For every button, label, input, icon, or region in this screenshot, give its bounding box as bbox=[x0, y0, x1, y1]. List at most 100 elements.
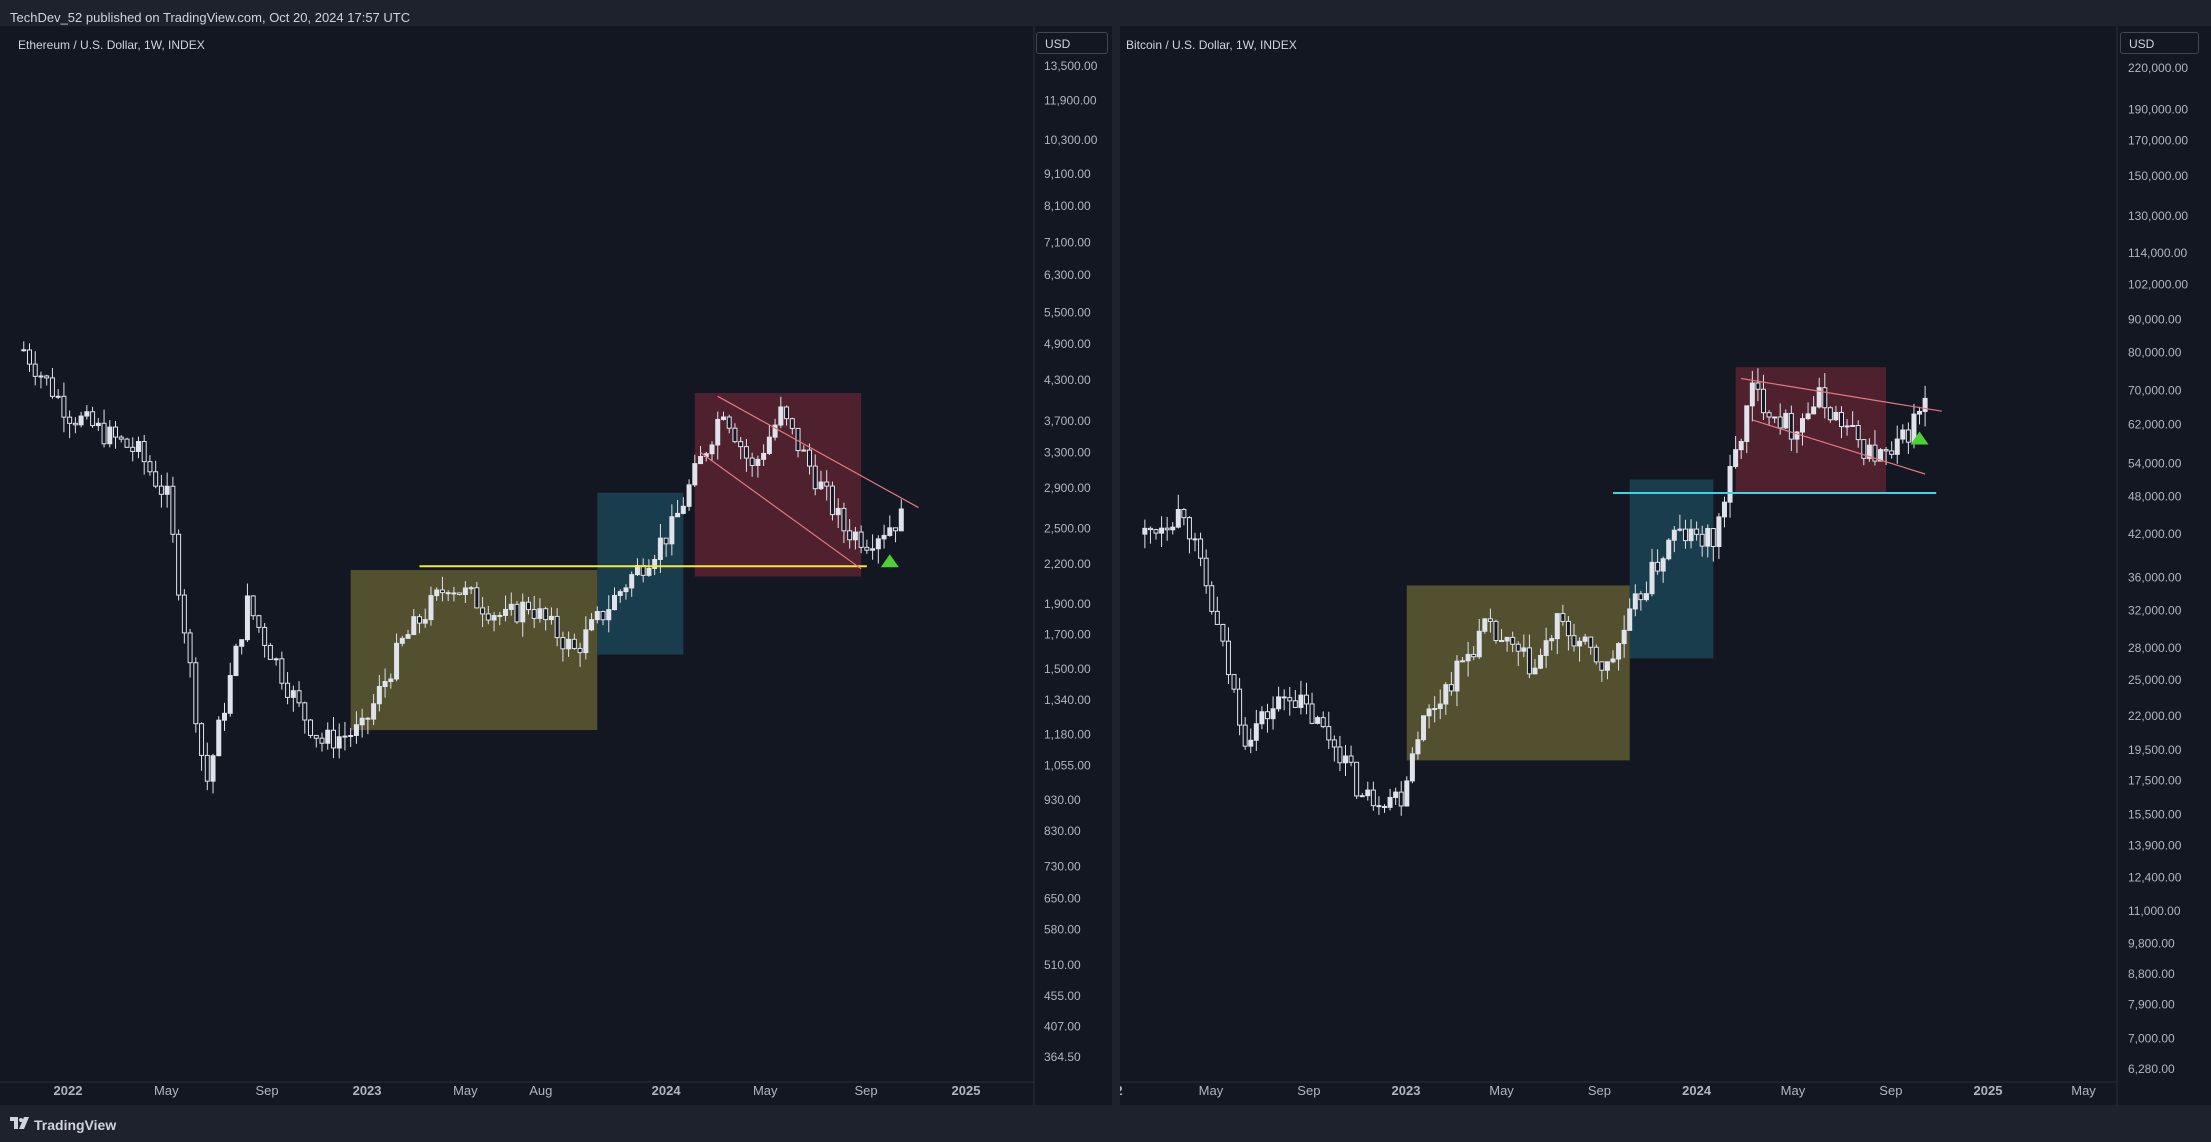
candle bbox=[210, 755, 216, 782]
panel-divider[interactable] bbox=[1112, 26, 1120, 1105]
currency-button[interactable]: USD bbox=[1036, 32, 1108, 54]
y-tick-label: 3,700.00 bbox=[1044, 414, 1091, 428]
candle bbox=[720, 416, 726, 420]
candle bbox=[1460, 660, 1466, 663]
zone-box-maroon[interactable] bbox=[694, 392, 862, 577]
bitcoin-chart-svg[interactable]: 220,000.00 190,000.00 170,000.00 150,000.00… bbox=[1120, 26, 2211, 1105]
y-tick-label: 22,000.00 bbox=[2128, 709, 2182, 723]
ethereum-chart-svg[interactable]: 13,500.00 11,900.00 10,300.00 9,100.00 8,100… bbox=[0, 26, 1112, 1105]
y-tick-label: 2,500.00 bbox=[1044, 522, 1091, 536]
candle bbox=[887, 527, 893, 536]
zone-box-maroon[interactable] bbox=[1735, 367, 1887, 493]
candle bbox=[1499, 640, 1505, 643]
candle bbox=[1376, 805, 1382, 808]
candle bbox=[503, 608, 509, 616]
candle bbox=[176, 533, 182, 596]
candle bbox=[801, 449, 807, 452]
candle bbox=[1560, 613, 1566, 622]
bitcoin-chart-panel[interactable]: 220,000.00 190,000.00 170,000.00 150,000.00… bbox=[1120, 26, 2211, 1105]
y-tick-label: 70,000.00 bbox=[2128, 383, 2182, 397]
channel-line-lower[interactable] bbox=[700, 452, 862, 570]
candle bbox=[1159, 527, 1165, 534]
candle bbox=[113, 426, 119, 438]
candle bbox=[296, 690, 302, 704]
zone-box-olive[interactable] bbox=[350, 570, 598, 731]
channel-line-upper[interactable] bbox=[1741, 377, 1942, 412]
candle bbox=[835, 507, 841, 516]
candle bbox=[1432, 708, 1438, 711]
candle bbox=[531, 609, 537, 619]
candle bbox=[548, 615, 554, 621]
candle bbox=[1292, 700, 1298, 708]
candle bbox=[1170, 526, 1176, 531]
y-tick-label: 9,800.00 bbox=[2128, 937, 2175, 951]
candle bbox=[1242, 724, 1248, 747]
candle bbox=[376, 686, 382, 705]
candle bbox=[1666, 539, 1672, 560]
candle bbox=[1437, 703, 1443, 710]
y-tick-label: 1,180.00 bbox=[1044, 728, 1091, 742]
zone-box-teal[interactable] bbox=[597, 492, 684, 655]
candle bbox=[1387, 796, 1393, 808]
candle bbox=[44, 375, 50, 379]
candle bbox=[480, 607, 486, 615]
y-tick-label: 62,000.00 bbox=[2128, 417, 2182, 431]
candle bbox=[612, 594, 618, 611]
zone-box-teal[interactable] bbox=[1629, 479, 1714, 659]
zone-box-olive[interactable] bbox=[1406, 585, 1630, 761]
candle bbox=[233, 645, 239, 677]
channel-line-lower[interactable] bbox=[1752, 419, 1926, 475]
candle bbox=[1476, 630, 1482, 658]
up-arrow-icon[interactable] bbox=[1910, 431, 1929, 445]
candle bbox=[1682, 528, 1688, 542]
candle bbox=[1688, 528, 1694, 542]
candle bbox=[90, 411, 96, 427]
footer-bar bbox=[0, 1105, 2211, 1142]
candle bbox=[766, 436, 772, 454]
channel-line-upper[interactable] bbox=[717, 395, 919, 509]
candle bbox=[457, 592, 463, 595]
candle bbox=[49, 377, 55, 397]
x-tick-label: 22 bbox=[1120, 1083, 1123, 1098]
candle bbox=[1270, 708, 1276, 720]
candle bbox=[1822, 387, 1828, 409]
candle bbox=[784, 406, 790, 420]
candle bbox=[1259, 711, 1265, 725]
candle bbox=[1342, 755, 1348, 764]
candle bbox=[1721, 501, 1727, 518]
candle bbox=[1515, 643, 1521, 652]
candle bbox=[227, 675, 233, 714]
candle bbox=[1922, 397, 1928, 412]
candle bbox=[1839, 412, 1845, 428]
candle bbox=[1214, 610, 1220, 625]
candle bbox=[1616, 643, 1622, 660]
candle bbox=[181, 594, 187, 634]
candle bbox=[514, 603, 520, 623]
y-tick-label: 28,000.00 bbox=[2128, 641, 2182, 655]
y-tick-label: 13,900.00 bbox=[2128, 838, 2182, 852]
candle bbox=[55, 395, 61, 398]
y-tick-label: 15,500.00 bbox=[2128, 808, 2182, 822]
x-tick-label: May bbox=[1199, 1083, 1224, 1098]
candle bbox=[560, 637, 566, 650]
currency-button[interactable]: USD bbox=[2120, 32, 2199, 54]
ethereum-chart-panel[interactable]: 13,500.00 11,900.00 10,300.00 9,100.00 8,100… bbox=[0, 26, 1112, 1105]
candle bbox=[95, 422, 101, 427]
candle bbox=[1783, 412, 1789, 429]
candle bbox=[812, 465, 818, 490]
x-tick-label: Sep bbox=[256, 1083, 279, 1098]
candle bbox=[1727, 466, 1733, 503]
candle bbox=[107, 426, 113, 445]
candle bbox=[1610, 658, 1616, 663]
candle bbox=[101, 422, 107, 445]
candle bbox=[1237, 688, 1243, 726]
candle bbox=[1465, 653, 1471, 662]
up-arrow-icon[interactable] bbox=[880, 554, 899, 568]
candle bbox=[1225, 640, 1231, 676]
y-tick-label: 90,000.00 bbox=[2128, 313, 2182, 327]
candle bbox=[1604, 661, 1610, 671]
candle bbox=[1733, 449, 1739, 468]
candle bbox=[807, 449, 813, 467]
candle bbox=[330, 729, 336, 749]
candle bbox=[1755, 382, 1761, 390]
